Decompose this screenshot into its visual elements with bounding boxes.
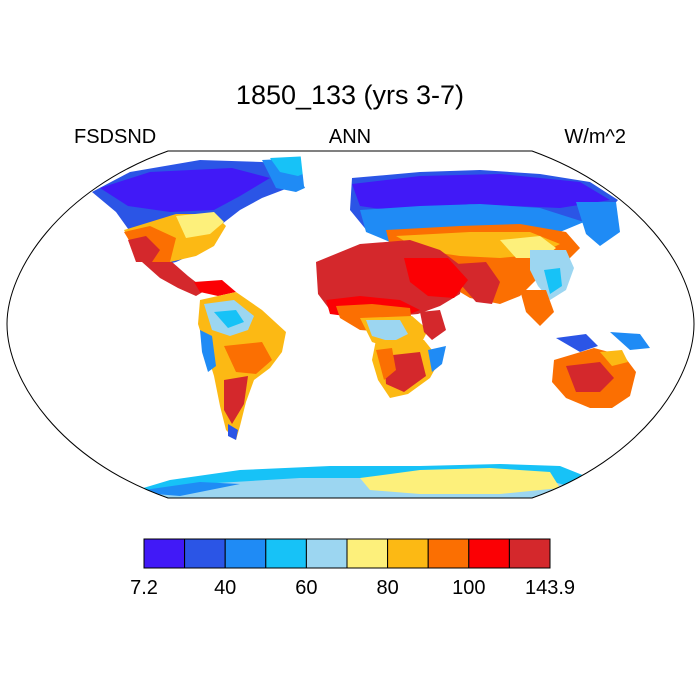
colorbar-swatch: [427, 538, 470, 569]
colorbar-swatch: [143, 538, 186, 569]
africa-middle-east: [316, 240, 468, 398]
greenland: [300, 151, 346, 200]
colorbar-tick-label: 7.2: [130, 577, 158, 599]
australia: [552, 332, 650, 408]
colorbar-swatch: [224, 538, 267, 569]
map-title: 1850_133 (yrs 3-7): [235, 80, 465, 110]
colorbar-swatch: [265, 538, 307, 569]
colorbar-tick-label: 80: [376, 577, 398, 599]
variable-label: FSDSND: [74, 126, 157, 148]
antarctica: [120, 464, 610, 498]
colorbar-swatch: [184, 538, 226, 569]
map-fill: [7, 151, 694, 498]
colorbar-swatch: [387, 538, 429, 569]
map-boundary: [6, 150, 695, 499]
units-label: W/m^2: [564, 126, 626, 148]
colorbar-tick-label: 60: [295, 577, 317, 599]
colorbar-tick-label: 100: [452, 577, 485, 599]
season-label: ANN: [328, 126, 372, 148]
colorbar-swatch: [346, 538, 389, 569]
south-america: [198, 292, 286, 440]
colorbar: [143, 538, 551, 569]
colorbar-swatch: [305, 538, 348, 569]
colorbar-ticks: 7.2 40 60 80 100 143.9: [130, 577, 575, 599]
eurasia-north: [350, 170, 620, 246]
north-america: [92, 156, 330, 296]
colorbar-tick-label: 40: [214, 577, 236, 599]
colorbar-tick-label: 143.9: [525, 577, 575, 599]
colorbar-swatch: [508, 538, 551, 569]
colorbar-swatch: [468, 538, 510, 569]
